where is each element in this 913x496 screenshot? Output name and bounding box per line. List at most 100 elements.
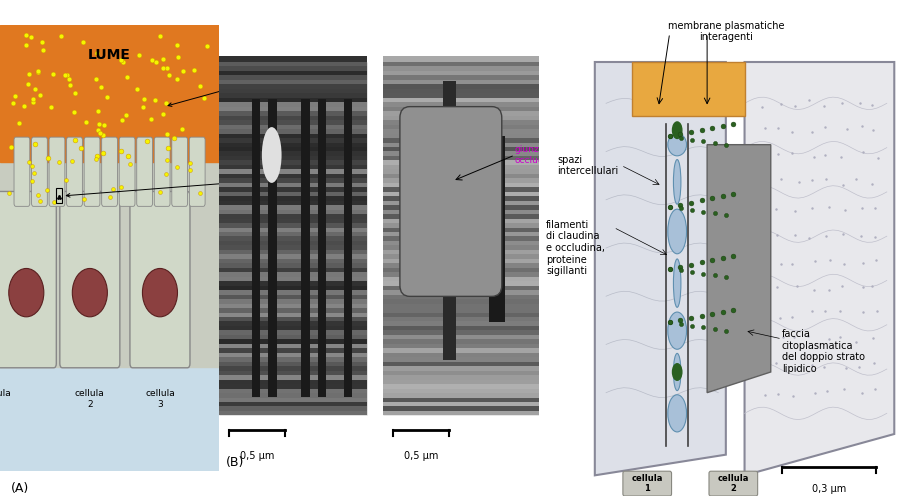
- Bar: [0, 367, 219, 471]
- Bar: [219, 190, 367, 196]
- Polygon shape: [745, 62, 894, 475]
- Bar: [383, 401, 541, 406]
- Bar: [318, 99, 326, 397]
- Bar: [252, 99, 260, 397]
- Bar: [219, 258, 367, 263]
- Bar: [383, 204, 541, 210]
- Ellipse shape: [262, 127, 281, 183]
- Bar: [219, 387, 367, 393]
- FancyBboxPatch shape: [189, 137, 205, 206]
- Bar: [219, 396, 367, 402]
- Ellipse shape: [674, 160, 681, 204]
- Bar: [383, 213, 541, 219]
- Bar: [383, 208, 541, 214]
- Bar: [219, 226, 367, 232]
- Bar: [219, 356, 367, 362]
- Bar: [219, 365, 367, 371]
- Bar: [219, 83, 367, 89]
- Text: filamenti
di claudina
e occludina,
proteine
sigillanti: filamenti di claudina e occludina, prote…: [546, 220, 605, 276]
- Bar: [383, 311, 541, 317]
- Bar: [383, 320, 541, 326]
- Bar: [383, 276, 541, 281]
- Bar: [0, 25, 219, 162]
- Bar: [383, 303, 541, 308]
- Bar: [219, 329, 367, 335]
- Bar: [219, 124, 367, 129]
- Bar: [219, 231, 367, 237]
- Bar: [219, 164, 367, 169]
- Bar: [219, 208, 367, 214]
- Bar: [383, 159, 541, 165]
- Text: giunzione
occludente: giunzione occludente: [515, 145, 565, 165]
- Bar: [383, 267, 541, 272]
- FancyBboxPatch shape: [49, 137, 65, 206]
- Bar: [219, 199, 367, 205]
- Bar: [383, 155, 541, 160]
- Bar: [219, 155, 367, 160]
- Bar: [383, 374, 541, 379]
- Bar: [383, 334, 541, 339]
- Bar: [219, 294, 367, 299]
- Bar: [219, 177, 367, 183]
- Bar: [383, 378, 541, 384]
- Bar: [383, 88, 541, 93]
- Bar: [383, 329, 541, 335]
- Text: cellula
2: cellula 2: [75, 389, 105, 409]
- Bar: [219, 204, 367, 210]
- Bar: [219, 405, 367, 411]
- Bar: [0, 162, 219, 367]
- Bar: [383, 298, 541, 304]
- FancyBboxPatch shape: [172, 137, 187, 206]
- Bar: [383, 253, 541, 259]
- Bar: [219, 61, 367, 66]
- Bar: [219, 267, 367, 272]
- Bar: [383, 141, 541, 147]
- Bar: [219, 347, 367, 353]
- Bar: [383, 106, 541, 111]
- Bar: [383, 271, 541, 277]
- Bar: [219, 106, 367, 111]
- Bar: [488, 136, 505, 322]
- Text: cellula
1: cellula 1: [0, 389, 12, 409]
- Bar: [219, 361, 367, 366]
- Bar: [219, 195, 367, 201]
- Ellipse shape: [674, 259, 681, 308]
- Bar: [219, 146, 367, 151]
- Ellipse shape: [667, 312, 687, 349]
- Ellipse shape: [72, 268, 108, 317]
- Bar: [383, 74, 541, 80]
- Bar: [383, 410, 541, 416]
- FancyBboxPatch shape: [154, 137, 170, 206]
- FancyBboxPatch shape: [14, 137, 30, 206]
- Text: giunzione
occludente: giunzione occludente: [67, 171, 280, 197]
- Bar: [301, 99, 310, 397]
- Bar: [383, 62, 541, 416]
- Bar: [383, 280, 541, 286]
- Bar: [219, 217, 367, 223]
- Bar: [383, 97, 541, 102]
- Bar: [219, 88, 367, 93]
- Bar: [383, 262, 541, 268]
- Bar: [383, 61, 541, 66]
- Bar: [219, 253, 367, 259]
- FancyBboxPatch shape: [0, 191, 57, 368]
- Bar: [383, 217, 541, 223]
- Bar: [383, 231, 541, 237]
- Bar: [383, 83, 541, 89]
- Bar: [219, 159, 367, 165]
- Bar: [443, 81, 456, 360]
- Text: (A): (A): [11, 482, 29, 496]
- FancyBboxPatch shape: [60, 191, 120, 368]
- Polygon shape: [632, 62, 745, 116]
- Text: 0,5 μm: 0,5 μm: [240, 451, 274, 461]
- Bar: [383, 387, 541, 393]
- Text: membrane plasmatiche
interagenti: membrane plasmatiche interagenti: [667, 21, 784, 42]
- Bar: [219, 132, 367, 138]
- Bar: [383, 365, 541, 371]
- Bar: [383, 343, 541, 348]
- Bar: [219, 374, 367, 379]
- Text: faccia
citoplasmatica
del doppio strato
lipidico: faccia citoplasmatica del doppio strato …: [782, 329, 865, 373]
- Bar: [268, 99, 277, 397]
- Bar: [383, 164, 541, 169]
- Bar: [219, 141, 367, 147]
